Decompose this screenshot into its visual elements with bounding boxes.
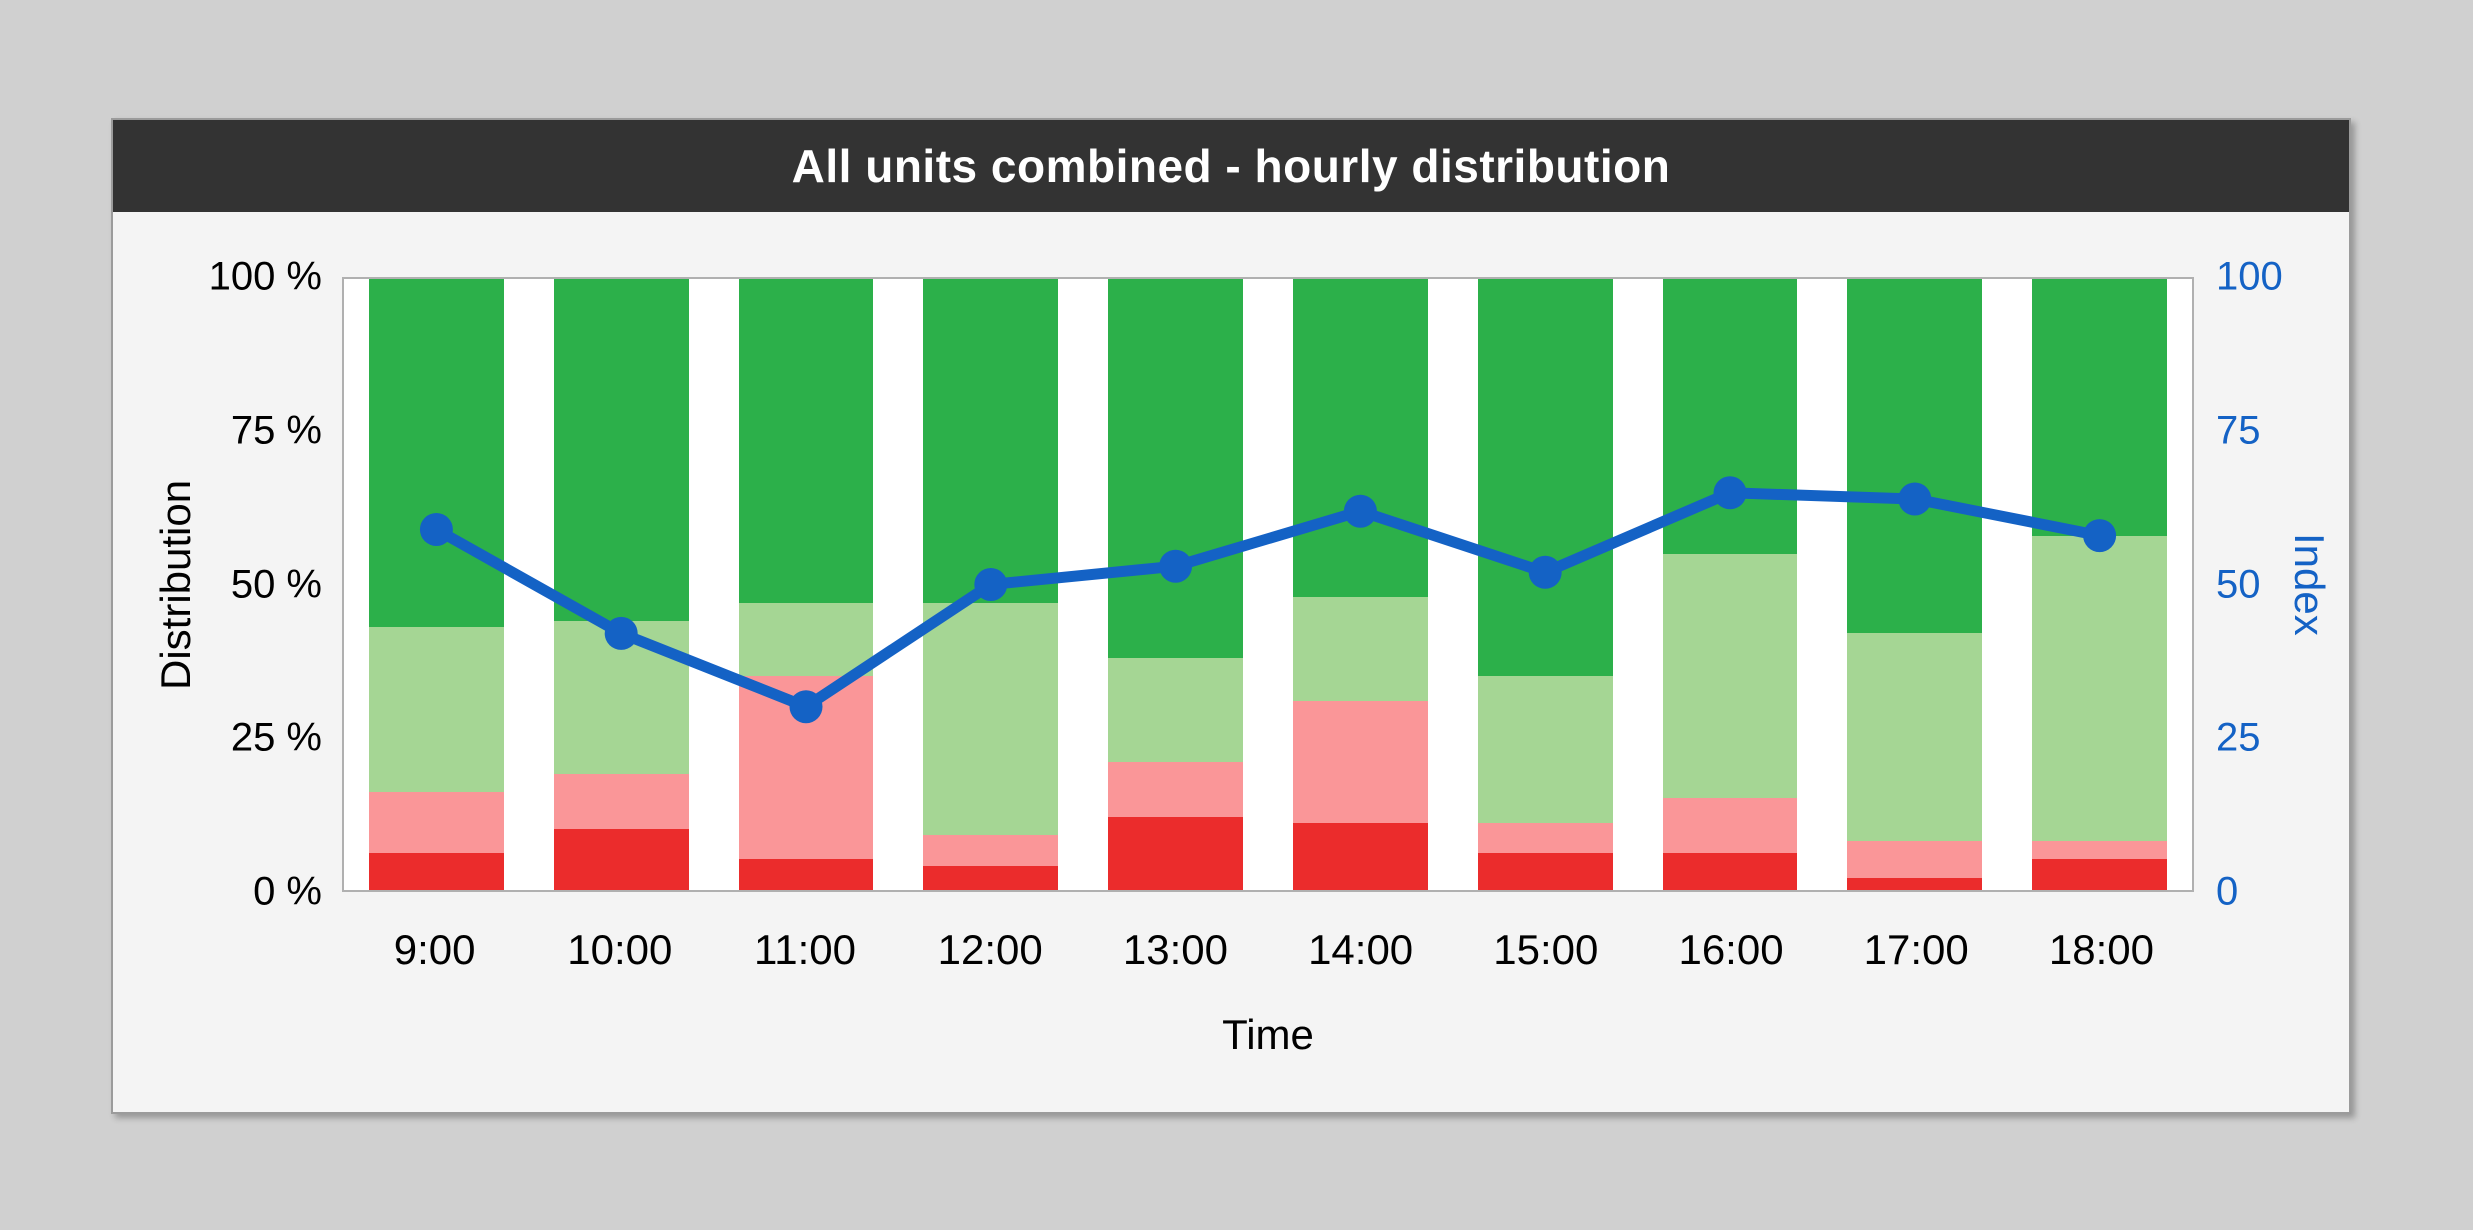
x-tick-10:00: 10:00 bbox=[567, 926, 673, 973]
bar-segment-positive bbox=[1847, 633, 1983, 842]
bar-segment-strong-negative bbox=[553, 828, 689, 890]
bar-segment-strong-negative bbox=[1108, 816, 1244, 890]
right-axis-tick-100: 100 bbox=[2216, 254, 2283, 299]
bar-segment-negative bbox=[1662, 798, 1798, 854]
bar-slot-11:00 bbox=[714, 279, 899, 890]
bar-stack-13:00 bbox=[1108, 279, 1244, 890]
chart-card: All units combined - hourly distribution… bbox=[111, 118, 2351, 1114]
x-axis-ticks: 9:00 10:00 11:00 12:00 13:00 14:00 15:00 16:00 1… bbox=[342, 926, 2194, 974]
left-axis-tick-100: 100 % bbox=[208, 254, 322, 299]
bar-segment-strong-positive bbox=[923, 279, 1059, 603]
bar-slot-14:00 bbox=[1268, 279, 1453, 890]
bar-segment-strong-negative bbox=[1477, 853, 1613, 890]
bar-segment-strong-positive bbox=[1847, 279, 1983, 634]
bar-segment-positive bbox=[738, 602, 874, 677]
bar-stack-16:00 bbox=[1662, 279, 1798, 890]
bar-segment-positive bbox=[368, 627, 504, 793]
bar-slot-9:00 bbox=[344, 279, 529, 890]
bar-segment-positive bbox=[1292, 596, 1428, 701]
right-axis-tick-75: 75 bbox=[2216, 408, 2261, 453]
x-tick-13:00: 13:00 bbox=[1122, 926, 1228, 973]
bar-segment-strong-negative bbox=[1847, 877, 1983, 890]
bar-segment-positive bbox=[2032, 535, 2168, 842]
x-tick-9:00: 9:00 bbox=[393, 926, 476, 973]
bar-stack-15:00 bbox=[1477, 279, 1613, 890]
x-tick-12:00: 12:00 bbox=[937, 926, 1043, 973]
bar-stack-17:00 bbox=[1847, 279, 1983, 890]
plot-area bbox=[342, 277, 2194, 892]
bar-segment-strong-negative bbox=[2032, 859, 2168, 890]
bar-segment-negative bbox=[923, 835, 1059, 866]
bar-segment-strong-negative bbox=[738, 859, 874, 890]
bar-segment-negative bbox=[1847, 841, 1983, 878]
bar-segment-negative bbox=[1292, 700, 1428, 823]
x-tick-17:00: 17:00 bbox=[1863, 926, 1969, 973]
bar-segment-strong-negative bbox=[368, 853, 504, 890]
bar-slot-15:00 bbox=[1453, 279, 1638, 890]
bar-segment-negative bbox=[553, 773, 689, 829]
chart-title-bar: All units combined - hourly distribution bbox=[113, 120, 2349, 212]
bar-stack-18:00 bbox=[2032, 279, 2168, 890]
bar-segment-negative bbox=[1477, 822, 1613, 854]
x-tick-14:00: 14:00 bbox=[1308, 926, 1414, 973]
bar-segment-positive bbox=[1108, 657, 1244, 762]
bar-segment-strong-positive bbox=[1477, 279, 1613, 677]
bar-stack-11:00 bbox=[738, 279, 874, 890]
bar-segment-strong-positive bbox=[738, 279, 874, 603]
bar-segment-negative bbox=[738, 676, 874, 860]
bar-segment-positive bbox=[1662, 553, 1798, 799]
chart-title: All units combined - hourly distribution bbox=[791, 140, 1671, 192]
bar-slot-18:00 bbox=[2007, 279, 2192, 890]
bar-segment-negative bbox=[2032, 841, 2168, 860]
left-axis-tick-25: 25 % bbox=[230, 715, 322, 760]
x-tick-16:00: 16:00 bbox=[1678, 926, 1784, 973]
bar-segment-negative bbox=[1108, 761, 1244, 817]
x-tick-15:00: 15:00 bbox=[1493, 926, 1599, 973]
left-axis-ticks: 100 % 75 % 50 % 25 % 0 % bbox=[113, 255, 322, 914]
bar-slot-13:00 bbox=[1083, 279, 1268, 890]
bar-stack-12:00 bbox=[923, 279, 1059, 890]
bar-segment-strong-positive bbox=[1662, 279, 1798, 554]
bar-segment-strong-positive bbox=[1108, 279, 1244, 658]
bar-segment-negative bbox=[368, 792, 504, 854]
stacked-bars bbox=[344, 279, 2192, 890]
bar-stack-14:00 bbox=[1292, 279, 1428, 890]
left-axis-tick-50: 50 % bbox=[230, 562, 322, 606]
bar-slot-16:00 bbox=[1638, 279, 1823, 890]
bar-segment-strong-positive bbox=[553, 279, 689, 622]
right-axis-title: Index bbox=[2286, 533, 2333, 636]
bar-segment-strong-positive bbox=[368, 279, 504, 628]
bar-slot-12:00 bbox=[898, 279, 1083, 890]
x-axis-title: Time bbox=[1222, 1011, 1314, 1058]
bar-stack-9:00 bbox=[368, 279, 504, 890]
left-axis-tick-75: 75 % bbox=[230, 408, 322, 453]
right-axis-tick-50: 50 bbox=[2216, 562, 2261, 606]
bar-segment-strong-positive bbox=[2032, 279, 2168, 536]
bar-segment-positive bbox=[923, 602, 1059, 836]
bar-segment-strong-positive bbox=[1292, 279, 1428, 597]
bar-segment-positive bbox=[1477, 676, 1613, 823]
right-axis-ticks: 100 75 50 25 0 bbox=[2216, 255, 2386, 914]
left-axis-tick-0: 0 % bbox=[253, 869, 322, 914]
bar-segment-strong-negative bbox=[1292, 822, 1428, 890]
bar-segment-positive bbox=[553, 621, 689, 774]
bar-slot-10:00 bbox=[529, 279, 714, 890]
bar-slot-17:00 bbox=[1822, 279, 2007, 890]
x-tick-18:00: 18:00 bbox=[2048, 926, 2154, 973]
bar-segment-strong-negative bbox=[923, 865, 1059, 890]
bar-stack-10:00 bbox=[553, 279, 689, 890]
bar-segment-strong-negative bbox=[1662, 853, 1798, 890]
right-axis-tick-25: 25 bbox=[2216, 715, 2261, 760]
right-axis-tick-0: 0 bbox=[2216, 869, 2239, 914]
x-tick-11:00: 11:00 bbox=[754, 926, 856, 973]
